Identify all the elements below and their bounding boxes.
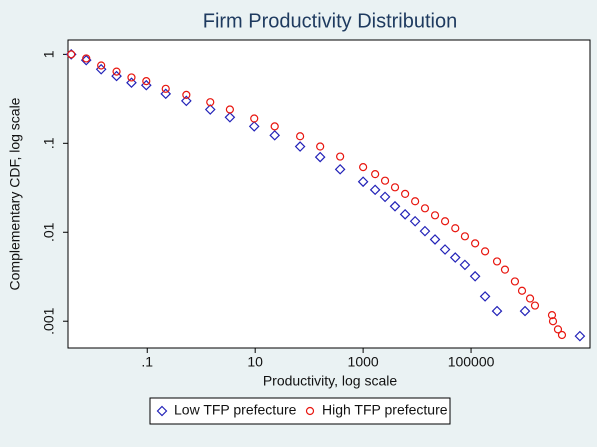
data-point <box>111 70 122 82</box>
data-point <box>479 291 491 302</box>
data-point <box>225 105 234 114</box>
data-point <box>316 142 325 151</box>
y-tick-label: .1 <box>41 137 57 149</box>
y-tick-label: .001 <box>41 307 57 334</box>
data-point <box>127 73 136 82</box>
data-point <box>440 217 450 226</box>
data-point <box>480 247 490 256</box>
x-tick-label: 1000 <box>348 354 379 370</box>
data-point <box>409 215 421 227</box>
data-point <box>469 270 481 282</box>
data-point <box>401 189 410 198</box>
data-point <box>334 163 346 175</box>
data-point <box>160 88 172 100</box>
data-point <box>204 104 216 115</box>
data-point <box>161 84 170 93</box>
data-point <box>429 234 441 245</box>
data-point <box>557 330 567 340</box>
data-point <box>371 170 380 179</box>
data-point <box>126 77 137 89</box>
plot-area <box>67 39 591 349</box>
data-point <box>357 176 369 188</box>
data-point <box>269 129 281 141</box>
data-point <box>379 191 391 203</box>
data-point <box>399 209 411 220</box>
data-point <box>525 294 535 303</box>
data-point <box>451 224 460 233</box>
chart-title: Firm Productivity Distribution <box>203 10 458 32</box>
y-tick-label: .01 <box>41 222 57 242</box>
x-tick-label: 100000 <box>448 354 495 370</box>
legend-label: High TFP prefecture <box>322 402 448 418</box>
data-point <box>180 95 192 107</box>
data-point <box>296 132 305 141</box>
data-point <box>224 111 236 123</box>
legend-box <box>149 397 451 425</box>
data-point <box>459 259 471 271</box>
data-point <box>369 184 381 196</box>
data-point <box>547 311 557 320</box>
legend-label: Low TFP prefecture <box>174 402 297 418</box>
data-point <box>380 176 390 185</box>
data-point <box>471 239 480 248</box>
data-point <box>411 197 420 206</box>
data-point <box>449 252 461 263</box>
data-point <box>548 317 558 326</box>
data-point <box>553 325 563 334</box>
data-point <box>182 90 191 100</box>
legend-marker <box>305 406 315 416</box>
data-point <box>142 77 151 86</box>
x-tick-label: .1 <box>141 354 153 370</box>
data-point <box>519 305 531 317</box>
data-point <box>420 204 430 213</box>
data-point <box>517 286 527 295</box>
data-point <box>530 301 540 310</box>
data-point <box>574 330 586 342</box>
data-point <box>112 67 121 76</box>
legend-marker <box>156 405 168 417</box>
x-axis-title: Productivity, log scale <box>263 373 398 389</box>
data-point <box>419 225 431 237</box>
data-point <box>492 257 502 266</box>
data-point <box>460 232 470 241</box>
data-point <box>67 50 76 59</box>
x-tick-label: 10 <box>247 354 263 370</box>
data-point <box>206 98 215 107</box>
data-point <box>439 244 451 255</box>
data-point <box>510 277 520 286</box>
data-point <box>389 200 401 212</box>
data-point <box>82 54 91 63</box>
y-tick-label: 1 <box>41 50 57 58</box>
data-point <box>500 265 510 274</box>
data-point <box>248 121 260 132</box>
data-point <box>270 122 279 131</box>
data-point <box>294 141 306 152</box>
data-point <box>97 61 106 70</box>
data-point <box>491 305 503 317</box>
y-axis-title: Complementary CDF, log scale <box>7 97 23 290</box>
data-point <box>250 114 259 123</box>
data-point <box>430 211 440 220</box>
data-point <box>336 152 345 161</box>
data-point <box>390 183 400 192</box>
data-point <box>314 151 326 163</box>
data-point <box>359 163 368 172</box>
